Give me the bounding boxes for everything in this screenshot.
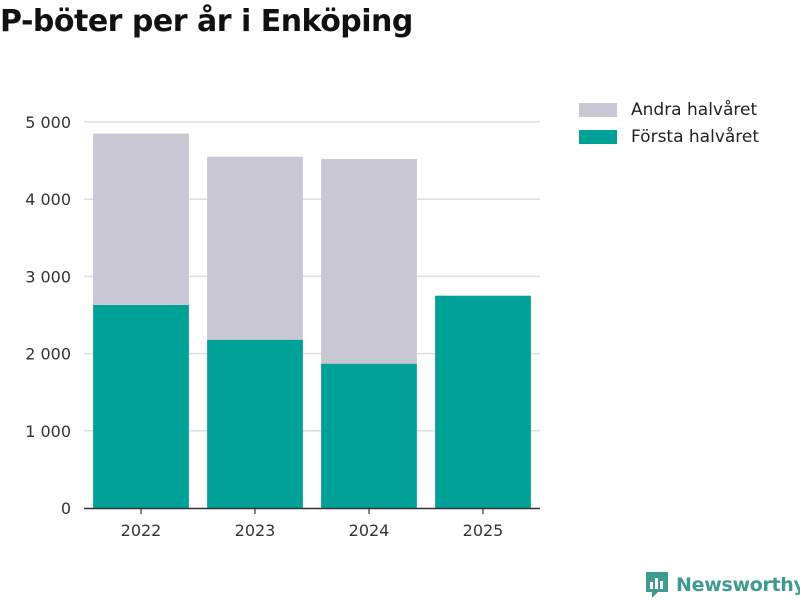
y-tick-label: 3 000 — [25, 267, 71, 286]
y-tick-label: 5 000 — [25, 113, 71, 132]
x-tick-label: 2025 — [463, 521, 504, 540]
bar-2025-första — [435, 295, 531, 508]
bar-2022-första — [93, 304, 189, 508]
brand-name: Newsworthy — [676, 574, 800, 596]
legend: Andra halvåret Första halvåret — [579, 96, 759, 150]
bar-2024-andra — [321, 159, 417, 364]
x-tick-label: 2024 — [349, 521, 390, 540]
bar-2023-andra — [207, 156, 303, 340]
y-tick-label: 0 — [61, 499, 71, 518]
chart-title: P-böter per år i Enköping — [0, 4, 413, 39]
legend-swatch-andra — [579, 102, 617, 117]
legend-swatch-forsta — [579, 129, 617, 144]
x-tick-label: 2023 — [235, 521, 276, 540]
newsworthy-logo-icon — [646, 572, 668, 598]
brand-logo: Newsworthy — [644, 570, 800, 600]
y-tick-label: 4 000 — [25, 190, 71, 209]
legend-item-forsta[interactable]: Första halvåret — [579, 123, 759, 150]
x-axis: 2022 2023 2024 2025 — [84, 507, 540, 540]
y-tick-label: 1 000 — [25, 422, 71, 441]
y-tick-label: 2 000 — [25, 345, 71, 364]
legend-label-forsta: Första halvåret — [631, 126, 760, 147]
x-tick-label: 2022 — [121, 521, 162, 540]
y-axis-ticks: 0 1 000 2 000 3 000 4 000 5 000 — [25, 113, 71, 518]
bars — [93, 133, 531, 508]
legend-item-andra[interactable]: Andra halvåret — [579, 96, 759, 123]
legend-label-andra: Andra halvåret — [631, 99, 758, 120]
bar-2023-första — [207, 339, 303, 508]
bar-2022-andra — [93, 133, 189, 305]
bar-2024-första — [321, 363, 417, 508]
